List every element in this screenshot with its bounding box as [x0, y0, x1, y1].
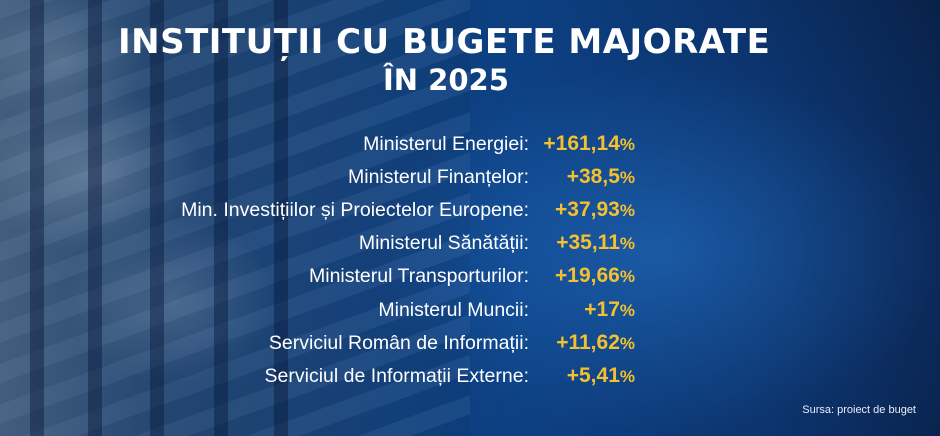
increase-value: +38,5% — [567, 161, 635, 194]
percent-sign: % — [619, 234, 635, 253]
increase-number: +11,62 — [556, 331, 620, 354]
list-item: Serviciul de Informații Externe: +5,41% — [0, 360, 940, 392]
institution-label: Min. Investițiilor și Proiectelor Europe… — [181, 199, 529, 221]
background-stripe — [88, 0, 102, 436]
list-item: Ministerul Transporturilor: +19,66% — [0, 260, 940, 292]
institution-label: Serviciul de Informații Externe: — [264, 365, 529, 387]
institution-label: Ministerul Transporturilor: — [309, 265, 529, 287]
page-subtitle: ÎN 2025 — [383, 63, 509, 97]
list-item: Ministerul Sănătății: +35,11% — [0, 227, 940, 259]
percent-sign: % — [619, 168, 635, 187]
increase-number: +38,5 — [566, 165, 620, 188]
percent-sign: % — [619, 267, 635, 286]
list-item: Serviciul Român de Informații: +11,62% — [0, 327, 940, 359]
increase-value: +11,62% — [556, 327, 635, 360]
percent-sign: % — [619, 201, 635, 220]
increase-number: +5,41 — [566, 364, 620, 387]
increase-value: +161,14% — [543, 128, 635, 161]
increase-value: +35,11% — [556, 227, 635, 260]
source-note: Sursa: proiect de buget — [802, 404, 916, 416]
percent-sign: % — [619, 301, 635, 320]
page-title: INSTITUȚII CU BUGETE MAJORATE — [118, 22, 771, 62]
percent-sign: % — [619, 334, 635, 353]
percent-sign: % — [619, 367, 635, 386]
increase-number: +37,93 — [555, 198, 620, 221]
institution-label: Ministerul Finanțelor: — [348, 166, 529, 188]
list-item: Ministerul Energiei: +161,14% — [0, 128, 940, 160]
list-item: Ministerul Muncii: +17% — [0, 294, 940, 326]
increase-value: +17% — [584, 294, 635, 327]
background-stripe — [150, 0, 164, 436]
list-item: Ministerul Finanțelor: +38,5% — [0, 161, 940, 193]
increase-number: +19,66 — [555, 264, 620, 287]
list-item: Min. Investițiilor și Proiectelor Europe… — [0, 194, 940, 226]
institution-label: Serviciul Român de Informații: — [268, 332, 529, 354]
increase-number: +161,14 — [543, 132, 620, 155]
increase-value: +37,93% — [555, 194, 635, 227]
institution-label: Ministerul Energiei: — [363, 133, 529, 155]
increase-value: +5,41% — [567, 360, 635, 393]
increase-number: +17 — [584, 298, 620, 321]
background-stripe — [274, 0, 288, 436]
increase-value: +19,66% — [555, 260, 635, 293]
institution-label: Ministerul Muncii: — [378, 299, 529, 321]
increase-number: +35,11 — [556, 231, 620, 254]
background-money-photo — [0, 0, 470, 436]
background-stripe — [30, 0, 44, 436]
background-stripe — [214, 0, 228, 436]
percent-sign: % — [619, 135, 635, 154]
institution-label: Ministerul Sănătății: — [358, 232, 529, 254]
